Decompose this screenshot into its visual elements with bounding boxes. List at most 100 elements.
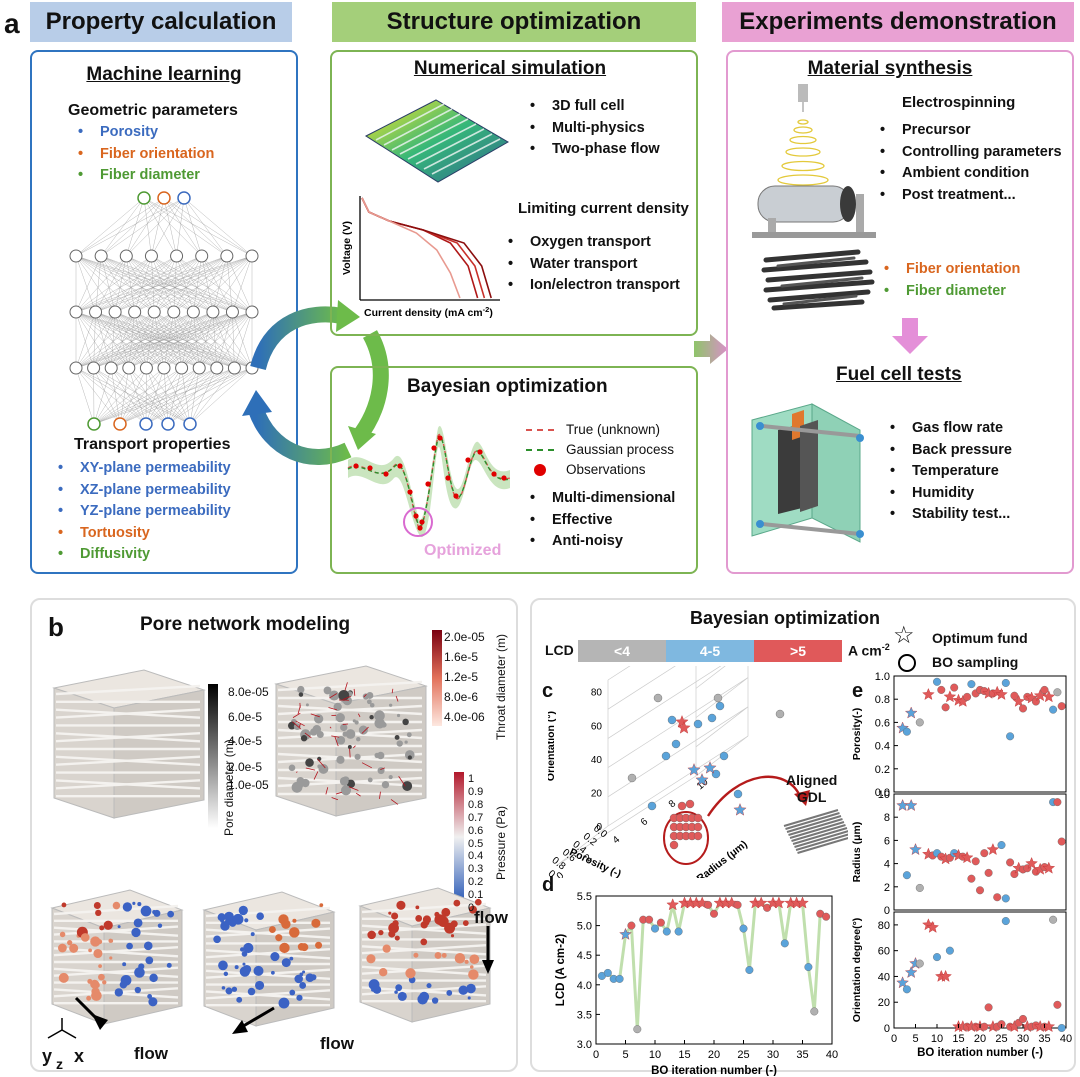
y-tick-label: 3.5: [577, 1009, 592, 1021]
nn-connection: [93, 367, 147, 425]
circle-marker: [932, 677, 941, 686]
throat-bar-label: Throat diameter (m): [494, 633, 508, 740]
nn-connection: [193, 311, 253, 369]
lcd-item-oxygen: Oxygen transport: [508, 232, 680, 254]
y-tick-label: 80: [878, 920, 890, 932]
nn-node: [192, 361, 206, 375]
pore-sphere: [93, 902, 101, 910]
nn-node: [137, 191, 151, 205]
circle-marker: [1006, 732, 1015, 741]
star-marker: [896, 721, 909, 734]
nn-connection: [143, 197, 202, 257]
grid-line: [607, 677, 749, 768]
nn-node: [128, 305, 142, 319]
y-tick-label: 4: [884, 859, 890, 871]
nn-node: [94, 249, 108, 263]
nn-connection: [173, 255, 253, 313]
pore-sphere: [298, 692, 304, 697]
nn-connection: [146, 311, 253, 369]
pore-sphere: [458, 985, 468, 995]
electrospinning-image: [752, 84, 876, 238]
pore-sphere: [86, 995, 92, 1001]
nn-connection: [101, 197, 185, 257]
nn-connection: [189, 367, 200, 425]
nn-connection: [134, 311, 147, 369]
transport-item-yz: YZ-plane permeability: [58, 501, 231, 523]
y-tick-label: 6: [884, 835, 890, 847]
nn-connection: [115, 311, 235, 369]
circle-marker: [707, 713, 717, 723]
nn-connection: [146, 311, 214, 369]
pore-sphere: [388, 775, 393, 780]
nn-connection: [176, 197, 185, 257]
y-tick-label: 4.0: [577, 980, 592, 992]
circle-marker: [902, 985, 911, 994]
nn-connection: [93, 367, 235, 425]
x-tick-label: 5: [912, 1033, 918, 1045]
pore-network-panel: [30, 598, 518, 1072]
nn-connection: [173, 255, 202, 313]
nn-node: [147, 305, 161, 319]
throat-segment: [342, 695, 351, 700]
pressure-tick-9: 0.1: [468, 889, 484, 902]
aligned-fiber: [791, 824, 846, 842]
nn-connection: [189, 367, 217, 425]
nn-node: [183, 417, 197, 431]
nn-connection: [126, 255, 213, 313]
circle-marker: [902, 871, 911, 880]
pore-sphere: [145, 956, 154, 965]
star-marker: [904, 798, 918, 811]
star-marker: [995, 687, 1008, 700]
pore-network-cube: [358, 887, 492, 1023]
legend-star-label: Optimum fund: [932, 630, 1028, 646]
fiber-strand: [277, 704, 423, 716]
nn-connection: [193, 311, 217, 369]
geo-item-fiber-diameter: Fiber diameter: [78, 165, 214, 187]
grid-line: [607, 706, 749, 798]
nn-connection: [134, 255, 152, 313]
circle-marker: [1010, 691, 1019, 700]
nn-connection: [75, 311, 194, 369]
nn-connection: [75, 197, 145, 257]
pore-sphere: [221, 986, 226, 990]
nn-connection: [93, 311, 233, 369]
throat-tick-2: 1.2e-5: [444, 670, 479, 684]
nn-connection: [183, 197, 202, 257]
pore-sphere: [371, 988, 375, 992]
synthesis-item-controlling: Controlling parameters: [880, 142, 1062, 164]
pore-sphere: [236, 996, 243, 1003]
nn-connection: [95, 311, 112, 369]
x-tick-label: 40: [1060, 1033, 1072, 1045]
nn-connection: [151, 255, 155, 313]
throat-segment: [295, 720, 305, 727]
circle-marker: [1049, 915, 1058, 924]
x-tick-label: 0: [593, 1049, 599, 1061]
scatter3d-grid: [555, 666, 749, 867]
numsim-item-twophase: Two-phase flow: [530, 139, 660, 161]
y-tick-label: 60: [878, 946, 890, 958]
throat-segment: [329, 726, 332, 729]
aligned-fiber: [794, 830, 848, 848]
pore-sphere: [358, 725, 368, 735]
nn-connection: [114, 255, 177, 313]
header-structure-optimization: Structure optimization: [332, 2, 696, 42]
nn-connection: [154, 311, 235, 369]
nn-connection: [93, 367, 182, 425]
pore-sphere: [218, 960, 228, 971]
pore-sphere: [80, 933, 90, 942]
pore-sphere: [415, 905, 420, 910]
star-marker: [754, 896, 768, 909]
star-marker: [666, 898, 680, 911]
nn-connection: [154, 255, 202, 313]
pore-sphere: [406, 732, 412, 738]
nn-connection: [176, 255, 233, 313]
circle-marker: [932, 953, 941, 962]
pore-sphere: [140, 905, 152, 917]
panel-d-letter: d: [542, 874, 555, 896]
pore-sphere: [137, 902, 142, 907]
nn-connection: [167, 367, 200, 425]
star-marker: [1042, 690, 1056, 703]
nn-node: [69, 305, 83, 319]
pore-sphere: [395, 984, 403, 992]
fuel-cell-tests-title: Fuel cell tests: [836, 364, 962, 385]
